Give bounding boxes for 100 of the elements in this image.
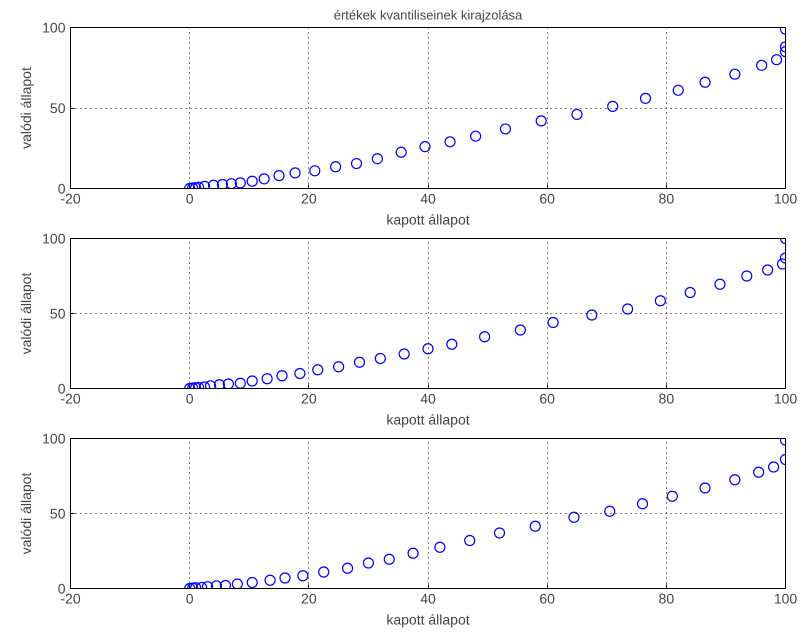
point xyxy=(297,570,308,582)
point xyxy=(273,170,285,182)
point xyxy=(586,309,598,321)
point xyxy=(699,482,711,494)
point xyxy=(536,115,547,126)
point xyxy=(636,498,648,510)
point xyxy=(372,153,383,164)
point xyxy=(479,331,490,342)
point xyxy=(234,177,246,188)
y-tick-label: 100 xyxy=(42,430,66,446)
point xyxy=(290,167,301,178)
y-tick-label: 50 xyxy=(50,506,66,522)
point xyxy=(434,542,446,553)
x-tick-label: 80 xyxy=(658,590,674,606)
x-axis-title: kapott állapot xyxy=(386,412,470,428)
x-tick-label: 60 xyxy=(539,390,556,406)
point xyxy=(470,130,482,142)
x-tick-label: 100 xyxy=(774,590,798,606)
point xyxy=(226,178,237,188)
y-tick-label: 100 xyxy=(42,230,66,246)
point xyxy=(362,557,374,569)
point xyxy=(276,370,288,382)
point xyxy=(216,178,228,188)
point xyxy=(530,520,541,532)
point xyxy=(396,146,407,158)
point xyxy=(654,295,666,306)
x-tick-label: 80 xyxy=(658,190,674,206)
point xyxy=(246,576,258,588)
x-tick-label: 60 xyxy=(539,190,556,206)
x-axis-title: kapott állapot xyxy=(386,612,470,628)
point xyxy=(279,572,291,584)
x-tick-label: 60 xyxy=(539,590,556,606)
point xyxy=(318,566,330,578)
point xyxy=(246,176,258,187)
point xyxy=(208,180,220,188)
x-axis-title: kapott állapot xyxy=(386,212,470,228)
point xyxy=(714,278,726,290)
point xyxy=(262,373,273,384)
point xyxy=(568,512,580,523)
point xyxy=(419,141,431,152)
point xyxy=(729,474,740,486)
point xyxy=(222,378,234,388)
point xyxy=(494,527,506,539)
point xyxy=(232,578,243,588)
point xyxy=(762,264,774,276)
point xyxy=(446,338,458,350)
x-tick-label: 100 xyxy=(774,390,798,406)
point xyxy=(607,100,618,112)
point xyxy=(741,270,752,282)
x-tick-label: 0 xyxy=(186,190,194,206)
point xyxy=(350,158,362,170)
point xyxy=(258,173,270,184)
point xyxy=(234,378,246,388)
point xyxy=(666,490,678,502)
point xyxy=(500,123,512,135)
x-tick-label: 40 xyxy=(420,590,436,606)
point xyxy=(264,574,276,586)
y-axis-title: valódi állapot xyxy=(18,472,34,554)
point xyxy=(753,466,764,478)
x-tick-label: 100 xyxy=(774,190,798,206)
y-axis-title: valódi állapot xyxy=(18,272,34,354)
point xyxy=(548,316,559,328)
point xyxy=(309,165,320,176)
point xyxy=(398,348,410,360)
point xyxy=(514,324,526,336)
point xyxy=(330,161,342,172)
point xyxy=(756,60,768,71)
y-tick-label: 50 xyxy=(50,100,66,116)
point xyxy=(294,368,306,380)
x-tick-label: 0 xyxy=(186,590,194,606)
point xyxy=(214,379,226,388)
x-tick-label: 40 xyxy=(420,390,436,406)
y-tick-label: 0 xyxy=(58,180,66,196)
point xyxy=(342,562,354,574)
y-tick-label: 100 xyxy=(42,20,66,36)
x-tick-label: 20 xyxy=(301,390,317,406)
x-tick-label: 0 xyxy=(186,390,194,406)
y-tick-label: 0 xyxy=(58,380,66,396)
point xyxy=(220,580,232,588)
x-tick-label: 40 xyxy=(420,190,436,206)
point xyxy=(729,68,740,80)
point xyxy=(768,461,780,473)
point xyxy=(246,375,258,387)
chart-title: értékek kvantiliseinek kirajzolása xyxy=(334,8,524,22)
point xyxy=(622,303,634,315)
point xyxy=(672,84,684,96)
x-tick-label: 80 xyxy=(658,390,674,406)
point xyxy=(444,136,456,148)
y-tick-label: 0 xyxy=(58,580,66,596)
point xyxy=(684,286,696,298)
point xyxy=(374,352,386,364)
point xyxy=(770,54,782,66)
point xyxy=(408,548,419,559)
point xyxy=(604,506,616,517)
x-tick-label: 20 xyxy=(301,190,317,206)
y-tick-label: 50 xyxy=(50,306,66,322)
point xyxy=(464,534,476,546)
y-axis-title: valódi állapot xyxy=(18,67,34,149)
point xyxy=(384,554,395,565)
point xyxy=(571,108,583,120)
